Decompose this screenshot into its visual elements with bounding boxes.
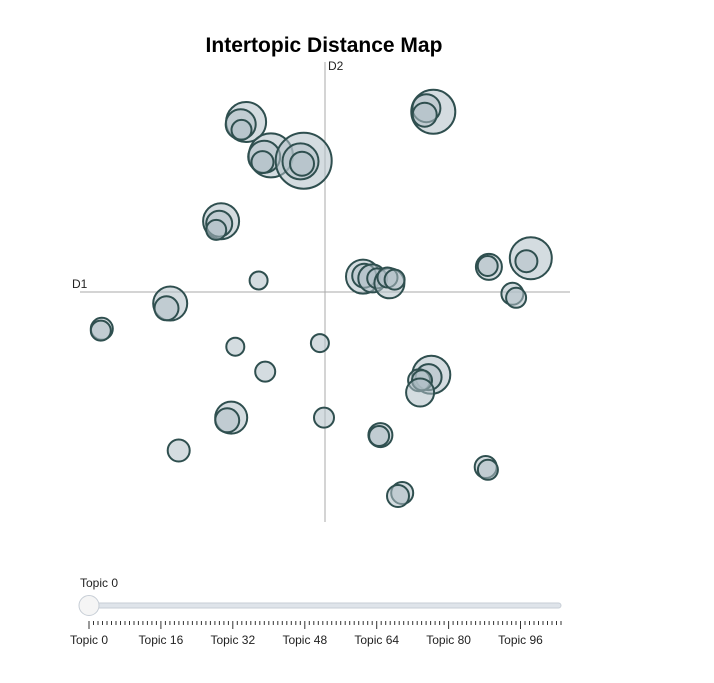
topic-bubble-50[interactable] [386,484,410,508]
topic-slider[interactable]: Topic 0 Topic 0 Topic 16 Topic 32 Topic 48 T… [70,576,562,647]
topic-bubble-8[interactable] [289,150,315,177]
slider-handle[interactable] [78,595,100,616]
axes: D1 D2 [72,59,570,522]
d2-axis-label: D2 [328,59,344,73]
topic-bubble-14[interactable] [205,218,228,241]
d1-axis-label: D1 [72,277,88,291]
topic-bubble-33[interactable] [225,336,246,357]
topic-bubble-30[interactable] [514,249,539,274]
topic-bubble-15[interactable] [248,270,269,291]
topic-bubbles [89,88,553,508]
topic-bubble-11[interactable] [411,101,438,128]
topic-bubble-2[interactable] [230,118,253,141]
slider-tick-labels: Topic 0 Topic 16 Topic 32 Topic 48 Topic 64 T… [70,633,543,647]
topic-bubble-19[interactable] [89,319,112,342]
topic-bubble-35[interactable] [254,360,277,383]
topic-bubble-45[interactable] [368,425,391,447]
topic-bubble-34[interactable] [309,333,330,354]
topic-bubble-5[interactable] [250,150,275,175]
slider-track[interactable] [88,602,562,609]
topic-bubble-48[interactable] [476,458,499,481]
slider-tick-label: Topic 32 [210,633,255,647]
slider-tick-label: Topic 16 [139,633,184,647]
topic-bubble-32[interactable] [505,286,528,309]
topic-bubble-43[interactable] [313,406,335,429]
slider-tick-label: Topic 80 [426,633,471,647]
topic-bubble-40[interactable] [405,377,436,408]
slider-ticks [88,621,562,629]
topic-bubble-42[interactable] [214,407,241,434]
slider-tick-label: Topic 0 [70,633,108,647]
slider-tick-label: Topic 96 [498,633,543,647]
topic-bubble-46[interactable] [166,438,191,463]
chart-title: Intertopic Distance Map [206,34,443,57]
topic-bubble-26[interactable] [383,268,406,291]
slider-current-label: Topic 0 [80,576,118,590]
topic-bubble-28[interactable] [476,255,499,277]
topic-bubble-17[interactable] [153,295,180,322]
slider-tick-label: Topic 48 [282,633,327,647]
slider-tick-label: Topic 64 [354,633,399,647]
